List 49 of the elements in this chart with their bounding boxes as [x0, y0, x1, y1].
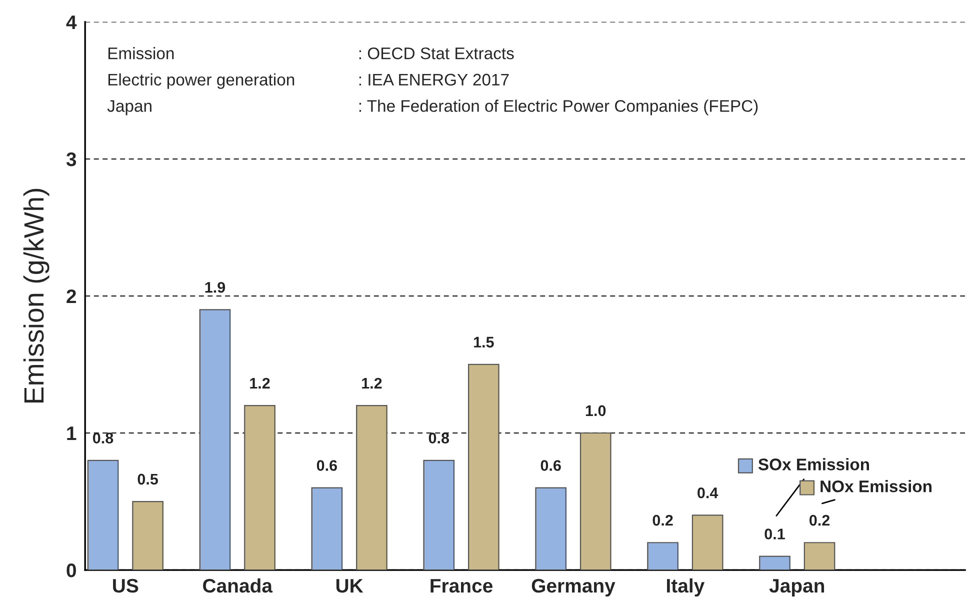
data-label: 0.2: [652, 514, 673, 526]
bar: [423, 460, 455, 570]
data-label: 0.8: [428, 432, 450, 444]
data-label: 1.0: [586, 405, 606, 416]
bar: [535, 487, 566, 570]
annotation: : OECD Stat Extracts: [359, 47, 514, 60]
bar: [580, 432, 612, 570]
y-tick-label: 2: [66, 289, 76, 304]
bar: [759, 556, 790, 570]
y-tick-label: 0: [66, 563, 76, 578]
x-tick-label: Canada: [203, 578, 273, 593]
data-label: 0.6: [540, 460, 561, 471]
annotation: Emission: [108, 47, 174, 60]
x-tick-label: UK: [336, 579, 364, 593]
bar: [244, 405, 276, 570]
data-label: 0.4: [698, 487, 718, 498]
data-label: 0.8: [92, 432, 114, 444]
bar: [132, 500, 164, 570]
annotation: : IEA ENERGY 2017: [359, 74, 509, 86]
data-label: 1.5: [474, 336, 494, 348]
data-label: 1.2: [250, 378, 270, 389]
x-tick-label: France: [430, 579, 492, 593]
data-label: 0.6: [316, 460, 337, 471]
y-tick-label: 4: [66, 16, 77, 29]
bar: [199, 309, 231, 570]
x-tick-label: US: [113, 578, 138, 593]
legend-label: NOx Emission: [820, 480, 932, 492]
annotation: : The Federation of Electric Power Companies (FEPC): [359, 100, 758, 116]
y-axis-title: Emission (g/kWh): [23, 188, 50, 403]
y-tick-label: 3: [66, 152, 76, 166]
y-tick-label: 1: [67, 426, 76, 440]
data-label: 1.2: [362, 378, 382, 389]
bar: [647, 542, 678, 570]
annotation: Japan: [107, 100, 152, 116]
data-label: 0.1: [764, 528, 785, 540]
bar: [692, 514, 724, 570]
x-tick-label: Italy: [667, 578, 705, 596]
x-tick-label: Japan: [769, 579, 824, 596]
legend-label: SOx Emission: [758, 458, 869, 470]
data-label: 0.5: [138, 474, 158, 485]
bar: [468, 364, 500, 570]
bar: [311, 487, 343, 570]
bar: [356, 405, 388, 570]
x-tick-label: Germany: [532, 578, 616, 596]
bar: [87, 460, 119, 570]
data-label: 1.9: [205, 282, 226, 293]
annotation: Electric power generation: [108, 73, 294, 89]
data-label: 0.2: [810, 514, 830, 526]
bar: [804, 542, 836, 570]
